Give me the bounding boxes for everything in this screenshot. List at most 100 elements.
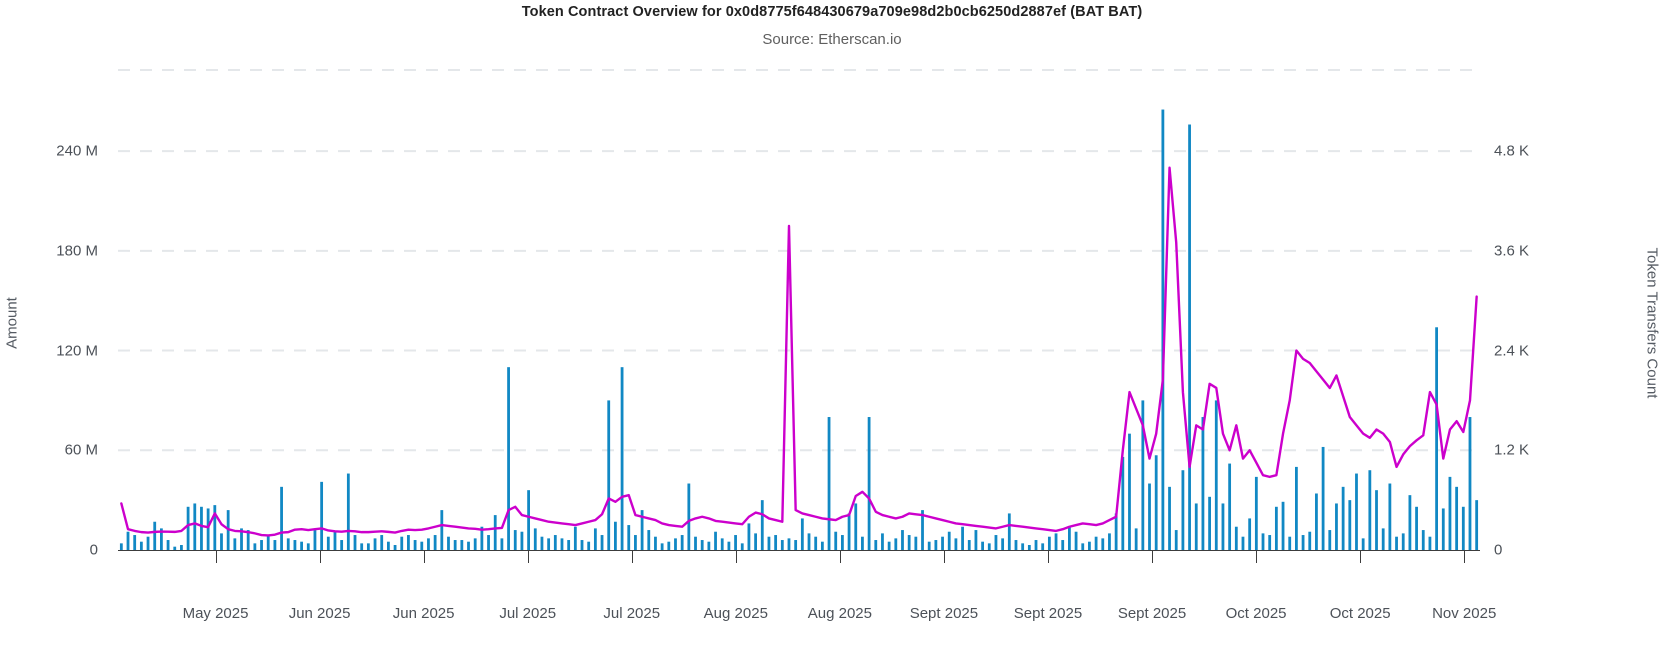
bar[interactable] (547, 538, 551, 550)
bar[interactable] (460, 540, 464, 550)
bar[interactable] (640, 510, 644, 550)
bar[interactable] (353, 535, 357, 550)
bar[interactable] (1047, 536, 1051, 550)
bar[interactable] (1134, 528, 1138, 550)
bar[interactable] (1054, 533, 1058, 550)
bar[interactable] (587, 541, 591, 550)
bar[interactable] (854, 503, 858, 550)
bar[interactable] (593, 528, 597, 550)
bar[interactable] (680, 535, 684, 550)
bar[interactable] (1081, 543, 1085, 550)
bar[interactable] (807, 533, 811, 550)
bar[interactable] (233, 538, 237, 550)
bar[interactable] (119, 543, 123, 550)
bar[interactable] (433, 535, 437, 550)
bar[interactable] (306, 543, 310, 550)
bar[interactable] (1435, 327, 1438, 550)
bar[interactable] (627, 525, 631, 550)
bar[interactable] (1001, 538, 1005, 550)
bar[interactable] (1268, 535, 1272, 550)
bar[interactable] (1461, 506, 1465, 550)
bar[interactable] (1295, 466, 1298, 550)
bar[interactable] (941, 536, 944, 550)
bar[interactable] (220, 533, 223, 550)
bar[interactable] (1448, 476, 1452, 550)
bar[interactable] (901, 530, 904, 550)
bar[interactable] (206, 508, 210, 550)
bar[interactable] (687, 483, 691, 550)
bar[interactable] (1221, 503, 1225, 550)
bar[interactable] (266, 535, 270, 550)
bar[interactable] (193, 503, 197, 550)
bar[interactable] (153, 521, 157, 550)
bar[interactable] (921, 510, 924, 550)
bar[interactable] (300, 541, 303, 550)
bar[interactable] (1274, 506, 1278, 550)
bar[interactable] (1194, 503, 1198, 550)
bar[interactable] (647, 530, 651, 550)
bar[interactable] (707, 541, 711, 550)
bar[interactable] (1088, 541, 1091, 550)
bar[interactable] (1321, 446, 1325, 550)
bar[interactable] (734, 535, 737, 550)
bar[interactable] (173, 546, 177, 550)
bar[interactable] (1188, 124, 1191, 550)
bar[interactable] (133, 535, 137, 550)
bar[interactable] (700, 540, 704, 550)
bar[interactable] (553, 535, 557, 550)
bar[interactable] (1021, 543, 1025, 550)
bar[interactable] (1428, 536, 1432, 550)
bar[interactable] (1101, 538, 1105, 550)
bar[interactable] (1455, 486, 1459, 550)
bar[interactable] (1355, 473, 1358, 550)
bar[interactable] (493, 515, 497, 550)
bar[interactable] (827, 417, 831, 550)
bar[interactable] (1161, 109, 1165, 550)
bar[interactable] (1234, 526, 1238, 550)
bar[interactable] (246, 530, 250, 550)
bar[interactable] (967, 540, 971, 550)
bar[interactable] (253, 543, 257, 550)
bar[interactable] (1108, 533, 1111, 550)
bar[interactable] (774, 535, 778, 550)
bar[interactable] (1468, 417, 1472, 550)
bar[interactable] (1128, 433, 1131, 550)
bar[interactable] (139, 541, 143, 550)
bar[interactable] (1261, 533, 1265, 550)
bar[interactable] (1121, 456, 1125, 550)
bar[interactable] (800, 518, 804, 550)
bar[interactable] (767, 536, 771, 550)
bar[interactable] (480, 526, 484, 550)
bar[interactable] (400, 536, 404, 550)
bar[interactable] (473, 538, 477, 550)
bar[interactable] (1388, 483, 1392, 550)
bar[interactable] (527, 490, 530, 550)
bar[interactable] (520, 531, 524, 550)
bar[interactable] (834, 531, 838, 550)
bar[interactable] (313, 530, 317, 550)
bar[interactable] (1401, 533, 1405, 550)
bar[interactable] (1228, 463, 1232, 550)
bar[interactable] (413, 540, 417, 550)
bar[interactable] (987, 543, 991, 550)
bar[interactable] (914, 536, 918, 550)
bar[interactable] (573, 526, 577, 550)
bar[interactable] (1348, 500, 1352, 550)
bar[interactable] (1254, 476, 1258, 550)
bar[interactable] (820, 541, 824, 550)
bar[interactable] (186, 506, 190, 550)
bar[interactable] (894, 538, 898, 550)
bar[interactable] (1328, 530, 1332, 550)
bar[interactable] (273, 540, 277, 550)
bar[interactable] (1288, 536, 1292, 550)
bar[interactable] (166, 540, 170, 550)
bar[interactable] (1381, 528, 1385, 550)
bar[interactable] (1301, 535, 1305, 550)
bar[interactable] (947, 531, 951, 550)
bar[interactable] (607, 400, 611, 550)
bar[interactable] (754, 533, 757, 550)
bar[interactable] (727, 541, 731, 550)
bar[interactable] (667, 541, 671, 550)
bar[interactable] (1007, 513, 1011, 550)
bar[interactable] (1068, 526, 1071, 550)
